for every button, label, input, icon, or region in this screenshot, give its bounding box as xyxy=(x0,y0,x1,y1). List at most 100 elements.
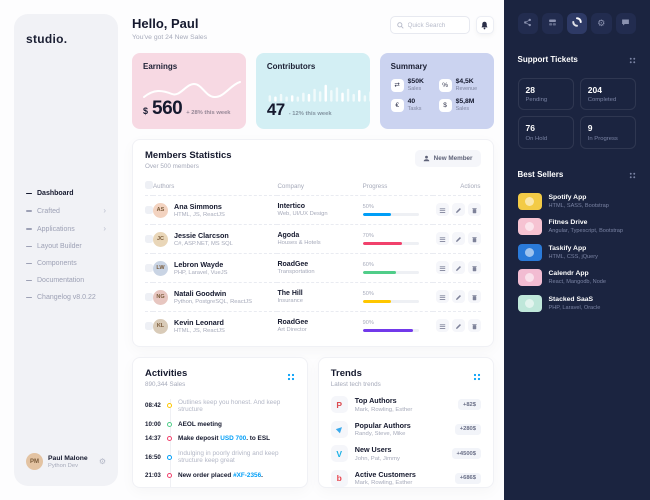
trend-item[interactable]: b Active Customers Mark, Rowling, Esther +6… xyxy=(330,469,481,487)
member-skills: PHP, Laravel, VueJS xyxy=(174,270,228,277)
trend-item[interactable]: P Top Authors Mark, Rowling, Esther +82$ xyxy=(330,396,481,413)
dots-grid-icon[interactable] xyxy=(473,368,481,386)
sliders-button[interactable] xyxy=(435,290,449,303)
seller-title: Calendr App xyxy=(548,270,589,277)
delete-button[interactable] xyxy=(467,260,481,275)
ticket-stat: 76 On Hold xyxy=(517,116,574,149)
earnings-card[interactable]: Earnings $560 + 28% this week xyxy=(132,53,246,129)
sliders-button[interactable] xyxy=(435,261,449,274)
delete-button[interactable] xyxy=(467,203,481,216)
member-company: Intertico xyxy=(277,202,306,210)
trend-item[interactable]: V New Users John, Pat, Jimmy +4500$ xyxy=(330,445,481,462)
sidebar-item-documentation[interactable]: Documentation xyxy=(26,273,106,288)
delete-icon xyxy=(471,260,478,275)
sliders-button[interactable] xyxy=(435,319,449,332)
member-name[interactable]: Jessie Clarcson xyxy=(174,230,229,240)
dots-grid-icon[interactable] xyxy=(287,368,295,386)
dots-grid-icon[interactable] xyxy=(629,166,636,184)
sidebar-item-components[interactable]: Components xyxy=(26,256,106,271)
trend-item[interactable]: ▶ Popular Authors Randy, Steve, Mike +280$ xyxy=(330,420,481,438)
sliders-button[interactable] xyxy=(435,203,449,216)
new-member-button[interactable]: New Member xyxy=(414,150,481,167)
seller-item[interactable]: Spotify App HTML, SASS, Bootstrap xyxy=(517,192,637,210)
contributors-bar-chart xyxy=(268,84,370,102)
sidebar-item-dashboard[interactable]: Dashboard xyxy=(26,186,106,201)
delete-button[interactable] xyxy=(467,232,481,245)
summary-item: €40 Tasks xyxy=(390,98,435,112)
sidebar-item-applications[interactable]: Applications › xyxy=(26,221,106,237)
layout-button[interactable] xyxy=(542,13,563,34)
sidebar-item-layout-builder[interactable]: Layout Builder xyxy=(26,239,106,254)
contributors-card[interactable]: Contributors 47 - 12% this week xyxy=(255,53,370,129)
gear-button[interactable]: ⚙ xyxy=(591,13,612,34)
dots-grid-icon[interactable] xyxy=(629,51,636,69)
member-company: The Hill xyxy=(277,289,303,297)
trend-title: Top Authors xyxy=(354,396,397,406)
progress-label: 90% xyxy=(362,320,374,327)
sidebar-item-crafted[interactable]: Crafted › xyxy=(26,203,106,219)
progress-label: 60% xyxy=(362,262,374,269)
progress-label: 50% xyxy=(362,291,374,298)
activity-time: 14:37 xyxy=(145,435,161,443)
seller-item[interactable]: Taskify App HTML, CSS, jQuery xyxy=(517,243,637,261)
edit-button[interactable] xyxy=(451,203,465,216)
seller-item[interactable]: Calendr App React, Mangodb, Node xyxy=(517,269,637,286)
member-name[interactable]: Ana Simmons xyxy=(174,201,222,211)
row-checkbox[interactable] xyxy=(145,235,153,243)
brand-logo: studio. xyxy=(26,32,68,46)
trends-card: Trends Latest tech trends P Top Authors Ma… xyxy=(317,357,494,488)
notifications-button[interactable] xyxy=(475,16,494,34)
activity-time: 08:42 xyxy=(145,402,161,410)
summary-item: $ $5,8M Sales xyxy=(438,98,483,112)
edit-button[interactable] xyxy=(451,290,465,303)
row-checkbox[interactable] xyxy=(145,206,153,214)
search-input[interactable] xyxy=(407,21,463,29)
sidebar-user[interactable]: PM Paul Malone Python Dev ⚙ xyxy=(26,453,106,470)
loader-button[interactable] xyxy=(566,13,587,34)
activity-link[interactable]: USD 700 xyxy=(220,435,247,443)
select-all-checkbox[interactable] xyxy=(145,181,153,189)
sliders-button[interactable] xyxy=(435,232,449,245)
avatar: PM xyxy=(26,453,43,470)
chat-button[interactable] xyxy=(615,13,636,34)
search-box[interactable] xyxy=(389,16,470,34)
edit-button[interactable] xyxy=(451,232,465,245)
gear-icon[interactable]: ⚙ xyxy=(98,457,106,466)
seller-thumbnail xyxy=(517,192,542,210)
edit-button[interactable] xyxy=(451,261,465,274)
row-checkbox[interactable] xyxy=(145,264,153,272)
delete-button[interactable] xyxy=(467,319,481,332)
progress-bar xyxy=(362,212,419,216)
row-checkbox[interactable] xyxy=(145,293,153,301)
seller-thumbnail xyxy=(517,269,542,286)
trend-badge: +82$ xyxy=(458,399,481,410)
summary-card[interactable]: Summary ⇄ $50K Sales% $4,5K Revenue €40 Tasks $… xyxy=(379,53,494,129)
status-dot-icon xyxy=(167,421,172,427)
share-button[interactable] xyxy=(517,13,538,34)
sidebar-item-changelog-v8-0-22[interactable]: Changelog v8.0.22 xyxy=(26,290,106,305)
earnings-note: + 28% this week xyxy=(186,110,231,116)
right-aside: ⚙ Support Tickets 28 Pending 204 Completed 7… xyxy=(503,0,650,500)
table-row: JC Jessie Clarcson C#, ASP.NET, MS SQL Agod… xyxy=(145,224,481,254)
ticket-label: On Hold xyxy=(525,135,548,142)
delete-button[interactable] xyxy=(467,290,481,303)
sidebar-item-label: Dashboard xyxy=(37,190,74,197)
trend-title: Active Customers xyxy=(354,469,416,479)
person-add-icon xyxy=(423,155,429,162)
activities-timeline: 08:42 Outlines keep you honest. And keep … xyxy=(145,395,295,488)
ticket-label: Pending xyxy=(525,97,548,103)
trend-people: Mark, Rowling, Esther xyxy=(354,406,413,413)
dash-icon xyxy=(26,245,32,248)
table-row: AS Ana Simmons HTML, JS, ReactJS Intertico W… xyxy=(145,195,481,225)
member-name[interactable]: Kevin Leonard xyxy=(174,317,224,327)
row-checkbox[interactable] xyxy=(145,322,153,330)
trends-title: Trends xyxy=(330,368,362,379)
summary-label: Tasks xyxy=(407,106,422,112)
seller-item[interactable]: Fitnes Drive Angular, Typescript, Bootstr… xyxy=(517,218,637,235)
member-name[interactable]: Natali Goodwin xyxy=(174,288,227,298)
seller-item[interactable]: Stacked SaaS PHP, Laravel, Oracle xyxy=(517,294,637,312)
member-name[interactable]: Lebron Wayde xyxy=(174,259,224,269)
activity-link[interactable]: #XF-2356 xyxy=(233,472,262,480)
edit-button[interactable] xyxy=(451,319,465,332)
